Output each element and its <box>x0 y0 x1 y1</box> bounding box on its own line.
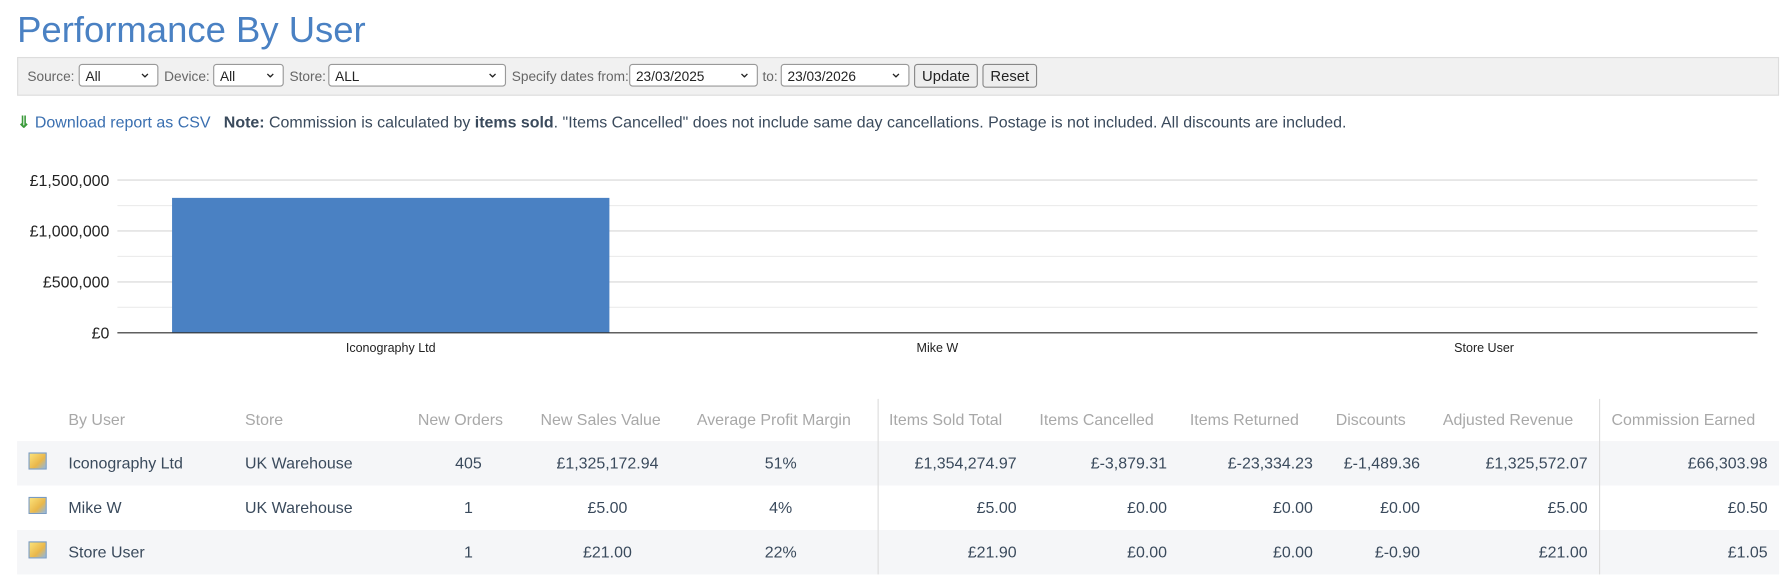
store-label: Store: <box>289 68 326 85</box>
table-cell: £-3,879.31 <box>1090 453 1168 472</box>
column-header: Average Profit Margin <box>696 410 851 429</box>
date-to[interactable]: 23/03/2026 <box>780 60 910 87</box>
table-cell: 22% <box>764 542 797 561</box>
table-cell: £1,325,572.07 <box>1485 453 1588 472</box>
column-header: Discounts <box>1335 410 1406 429</box>
table-cell: 1 <box>463 542 473 561</box>
page-title: Performance By User <box>17 9 366 51</box>
table-cell: £21.00 <box>583 542 632 561</box>
table-cell: £0.00 <box>1127 542 1168 561</box>
table-cell: £0.00 <box>1380 498 1421 517</box>
table-cell: £1.05 <box>1727 542 1768 561</box>
dates-label: Specify dates from: <box>511 68 629 85</box>
column-divider <box>877 398 879 575</box>
column-header: Items Returned <box>1189 410 1299 429</box>
table-cell: £21.00 <box>1538 542 1588 561</box>
column-divider <box>1598 398 1601 575</box>
x-tick-label: Store User <box>1454 341 1514 355</box>
note-prefix: Note: <box>223 112 265 132</box>
store-select[interactable]: ALL <box>328 60 507 87</box>
table-cell: £0.00 <box>1127 498 1168 517</box>
note: ⇓ Download report as CSV Note: Commissio… <box>17 113 1346 132</box>
download-icon: ⇓ <box>17 112 31 132</box>
update-button[interactable]: Update <box>914 63 978 88</box>
y-tick-label: £1,500,000 <box>30 173 110 190</box>
download-link[interactable]: Download report as CSV <box>34 112 211 132</box>
table-cell: £0.00 <box>1272 542 1313 561</box>
table-cell: £5.00 <box>976 498 1017 517</box>
to-label: to: <box>762 68 778 85</box>
column-header: Adjusted Revenue <box>1442 410 1574 429</box>
table-cell: Store User <box>68 542 145 561</box>
table-cell: £-1,489.36 <box>1343 453 1421 472</box>
chart: £0 £500,000 £1,000,000 £1,500,000 Iconograph… <box>30 173 1758 355</box>
table-cell: £5.00 <box>587 498 628 517</box>
note-text: . "Items Cancelled" does not include sam… <box>553 112 1347 132</box>
column-header: Store <box>245 410 284 429</box>
table-row <box>17 441 1780 486</box>
y-tick-label: £500,000 <box>43 275 110 292</box>
source-select[interactable]: All <box>78 60 159 87</box>
table-cell: £-23,334.23 <box>1227 453 1313 472</box>
row-icon <box>28 452 47 470</box>
column-header: Items Sold Total <box>888 410 1003 429</box>
filter-bar: Source: All Device: All Store: ALL Speci… <box>17 56 1780 96</box>
table-cell: £0.50 <box>1727 498 1768 517</box>
table-cell: UK Warehouse <box>245 498 353 517</box>
column-header: Commission Earned <box>1611 410 1756 429</box>
reset-button[interactable]: Reset <box>982 63 1038 88</box>
table-cell: 4% <box>769 498 793 517</box>
table-cell: £1,325,172.94 <box>556 453 659 472</box>
source-label: Source: <box>27 68 75 85</box>
device-select[interactable]: All <box>213 60 284 87</box>
y-tick-label: £1,000,000 <box>30 224 110 241</box>
table-cell: 405 <box>455 453 482 472</box>
column-header: Items Cancelled <box>1039 410 1154 429</box>
table-cell: 1 <box>463 498 473 517</box>
x-tick-label: Mike W <box>917 341 959 355</box>
table-cell: £1,354,274.97 <box>914 453 1017 472</box>
table-cell: £-0.90 <box>1374 542 1421 561</box>
note-bold: items sold <box>474 112 554 132</box>
table-cell: Iconography Ltd <box>68 453 183 472</box>
row-icon <box>28 496 47 515</box>
row-icon <box>28 541 47 559</box>
bar <box>172 197 610 333</box>
x-tick-label: Iconography Ltd <box>346 341 436 355</box>
table-cell: UK Warehouse <box>245 453 353 472</box>
table-cell: £21.90 <box>967 542 1017 561</box>
date-from[interactable]: 23/03/2025 <box>629 60 758 87</box>
table-row <box>17 529 1780 575</box>
column-header: New Orders <box>417 410 503 429</box>
table-cell: 51% <box>764 453 797 472</box>
table-row <box>17 485 1780 530</box>
y-tick-label: £0 <box>92 325 110 342</box>
column-header: New Sales Value <box>540 410 661 429</box>
table-cell: £0.00 <box>1272 498 1313 517</box>
table-cell: £66,303.98 <box>1687 453 1768 472</box>
column-header: By User <box>68 410 126 429</box>
device-label: Device: <box>164 68 210 85</box>
note-text: Commission is calculated by <box>269 112 471 132</box>
table-cell: £5.00 <box>1547 498 1588 517</box>
table-cell: Mike W <box>68 498 122 517</box>
